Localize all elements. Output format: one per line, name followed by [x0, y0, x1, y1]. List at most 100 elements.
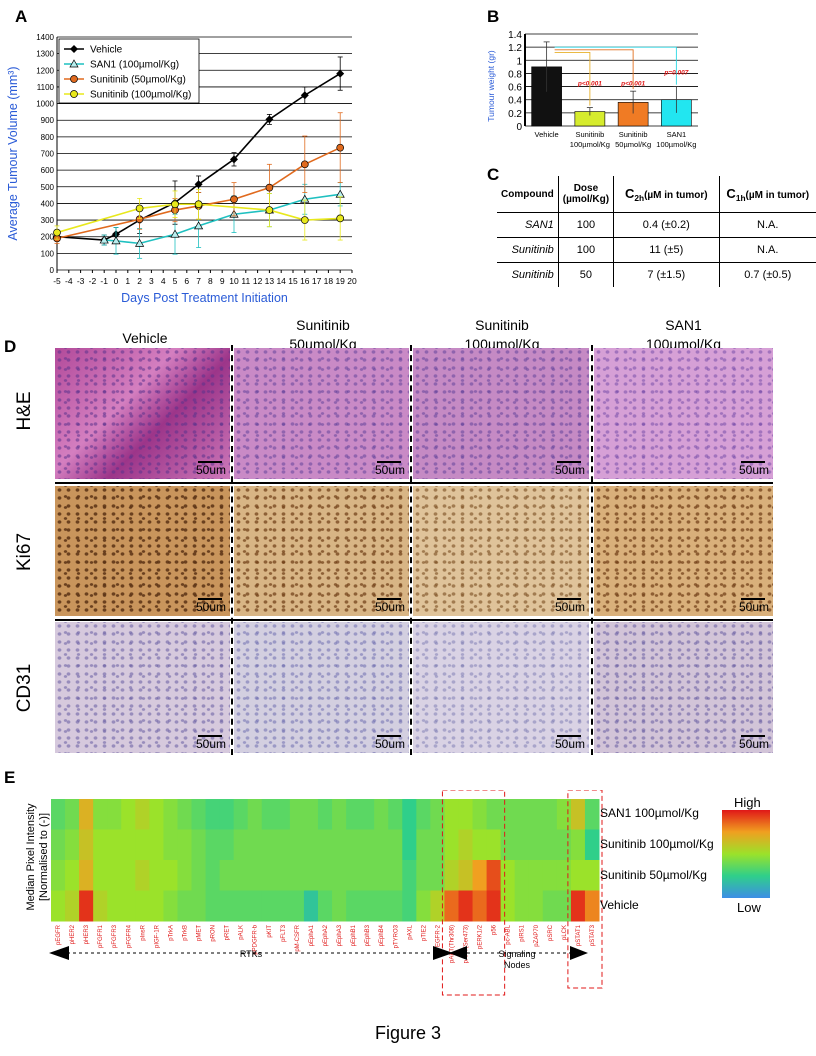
histology-image-he: 50um [594, 348, 773, 479]
row-divider [55, 619, 773, 621]
heatmap-column-label: pTIE2 [421, 924, 427, 941]
heatmap-column-label: pSTAT3 [590, 924, 596, 946]
x-tick-label: 4 [161, 276, 166, 286]
histology-image-cd31: 50um [234, 622, 409, 753]
heatmap-column-label: pALK [239, 925, 245, 940]
heatmap-cell [107, 860, 122, 891]
x-tick-label: 16 [300, 276, 310, 286]
heatmap-cell [275, 799, 291, 830]
table-cell: 11 (±5) [613, 237, 719, 263]
data-point [230, 195, 238, 204]
data-point [170, 229, 180, 238]
heatmap-cell [51, 799, 66, 830]
heatmap-cell [458, 890, 474, 922]
highlight-box [441, 790, 506, 996]
heatmap-cell [360, 860, 375, 891]
scale-bar-line [556, 461, 581, 463]
heatmap-cell [584, 860, 600, 891]
heatmap-cell [528, 860, 544, 891]
table-cell: 100 [557, 212, 614, 238]
heatmap-cell [514, 829, 530, 861]
heatmap-cell [528, 799, 544, 830]
tissue-texture [55, 622, 230, 753]
heatmap-cell [219, 860, 235, 891]
heatmap-cell [135, 860, 150, 891]
heatmap-cell [93, 860, 108, 891]
heatmap-cell [79, 890, 94, 922]
heatmap-cell [275, 890, 291, 922]
table-cell: Sunitinib [511, 269, 554, 281]
data-point [53, 228, 61, 237]
table-row: Sunitinib 50 7 (±1.5) 0.7 (±0.5) [497, 262, 816, 287]
histology-image-ki67: 50um [55, 486, 230, 616]
heatmap-cell [360, 890, 375, 922]
row-label-cd31: CD31 [14, 663, 35, 713]
heatmap-cell [346, 890, 361, 922]
heatmap-column-label: pMET [197, 925, 203, 941]
heatmap-cell [247, 860, 263, 891]
panel-label-b: B [487, 7, 500, 26]
significance-bracket [554, 51, 591, 106]
heatmap-cell [191, 860, 207, 891]
heatmap-cell [416, 829, 431, 861]
heatmap-cell [289, 860, 305, 891]
legend-label: Vehicle [90, 45, 123, 56]
x-tick-label: 12 [253, 276, 263, 286]
tissue-texture [413, 622, 589, 753]
y-tick-label: 400 [41, 199, 55, 208]
p-value: p<0.001 [577, 80, 602, 87]
heatmap-cell [219, 829, 235, 861]
x-tick-label: 7 [196, 276, 201, 286]
phospho-array-heatmap: pEGFR pHER2 pHER3 pFGFR1 pFGFR3 pFGFR4 pInsR pI… [49, 790, 603, 996]
heatmap-cell [163, 890, 178, 922]
tissue-texture [594, 348, 773, 479]
legend-label: Sunitinib (100µmol/Kg) [90, 90, 191, 101]
histology-image-he: 50um [234, 348, 409, 479]
heatmap-cell [430, 860, 445, 891]
heatmap-cell [233, 860, 249, 891]
x-tick-label: 50µmol/Kg [615, 140, 651, 149]
heatmap-cell [289, 890, 305, 922]
heatmap-cell [149, 799, 164, 830]
heatmap-cell [247, 890, 263, 922]
data-point [335, 189, 345, 198]
heatmap-cell [430, 829, 445, 861]
heatmap-cell [472, 829, 488, 861]
heatmap-cell [556, 799, 572, 830]
y-tick-label: 600 [41, 166, 55, 175]
y-tick-label: 1.4 [508, 30, 522, 41]
y-tick-label: 0.4 [508, 96, 522, 107]
tissue-texture [594, 486, 773, 616]
heatmap-cell [332, 799, 347, 830]
heatmap-cell [472, 799, 488, 830]
heatmap-cell [303, 860, 319, 891]
scale-bar: 50um [739, 598, 769, 614]
table-cell: N.A. [718, 237, 816, 263]
x-tick-label: -2 [89, 276, 97, 286]
heatmap-cell [402, 860, 417, 891]
scale-bar: 50um [555, 461, 585, 477]
heatmap-cell [233, 829, 249, 861]
heatmap-cell [346, 860, 361, 891]
heatmap-cell [303, 890, 319, 922]
scale-bar-label: 50um [554, 463, 585, 477]
heatmap-cell [135, 829, 150, 861]
scale-bar: 50um [739, 735, 769, 751]
tissue-texture [234, 486, 409, 616]
table-cell: 0.4 (±0.2) [613, 212, 719, 238]
heatmap-cell [149, 860, 164, 891]
heatmap-cell [317, 860, 333, 891]
heatmap-cell [514, 860, 530, 891]
heatmap-cell [121, 829, 136, 861]
significance-bracket [554, 46, 677, 85]
data-point [134, 238, 145, 247]
signaling-group-label: Signaling [498, 949, 535, 959]
table-header-dose: Dose (µmol/Kg) [557, 176, 614, 213]
tissue-texture [55, 486, 230, 616]
heatmap-cell [388, 890, 403, 922]
heatmap-cell [79, 799, 94, 830]
y-tick-label: 0 [516, 122, 522, 133]
x-axis-label: Days Post Treatment Initiation [121, 291, 288, 305]
y-tick-label: 0.6 [508, 83, 522, 94]
heatmap-cell [556, 829, 572, 861]
